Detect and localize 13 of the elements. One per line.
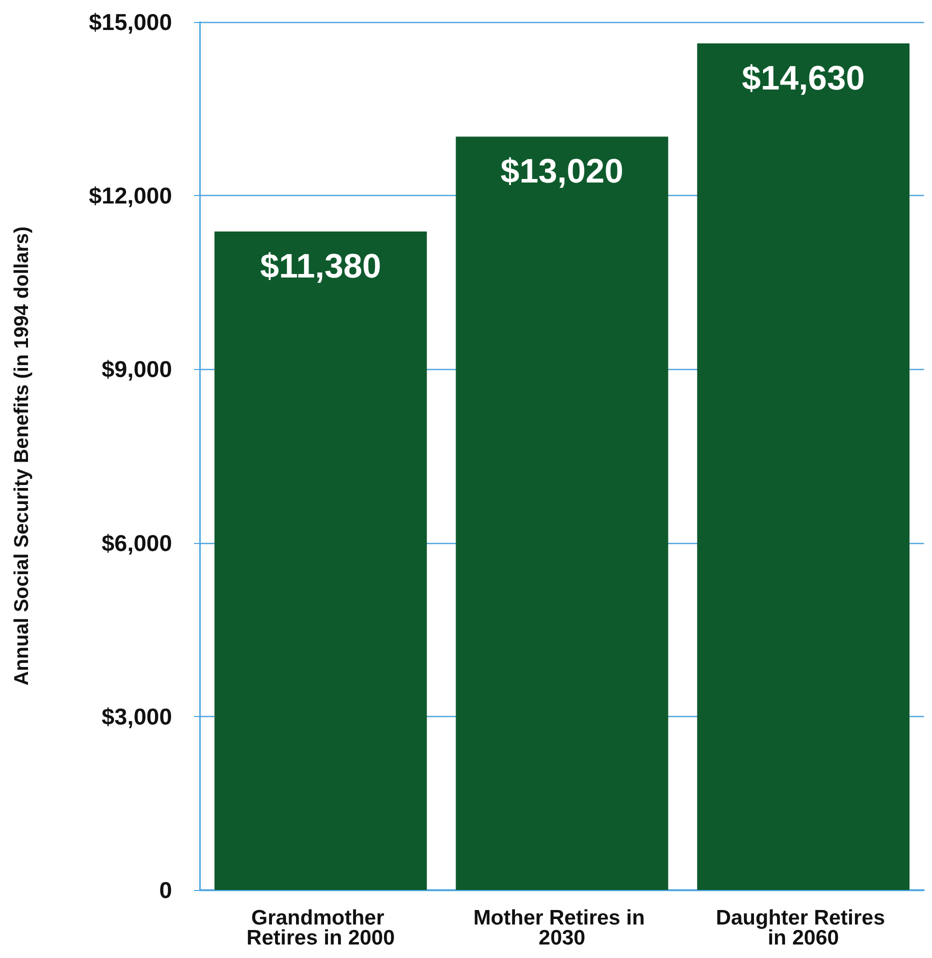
y-tick-label: 0 xyxy=(159,877,172,903)
x-tick-label: Daughter Retires in 2060 xyxy=(716,906,891,950)
data-label: $11,380 xyxy=(260,247,382,286)
y-tick-label: $9,000 xyxy=(102,356,172,382)
data-label: $13,020 xyxy=(500,152,624,191)
y-tick-label: $12,000 xyxy=(88,182,172,209)
x-tick-label: Mother Retires in 2030 xyxy=(473,906,651,950)
y-axis-title: Annual Social Security Benefits (in 1994 dollars) xyxy=(11,226,33,686)
y-tick-label: $3,000 xyxy=(102,703,172,730)
data-label: $14,630 xyxy=(742,59,865,98)
y-tick-label: $15,000 xyxy=(88,9,172,35)
y-tick-label: $6,000 xyxy=(102,530,172,556)
x-tick-label: Grandmother Retires in 2000 xyxy=(246,906,395,950)
